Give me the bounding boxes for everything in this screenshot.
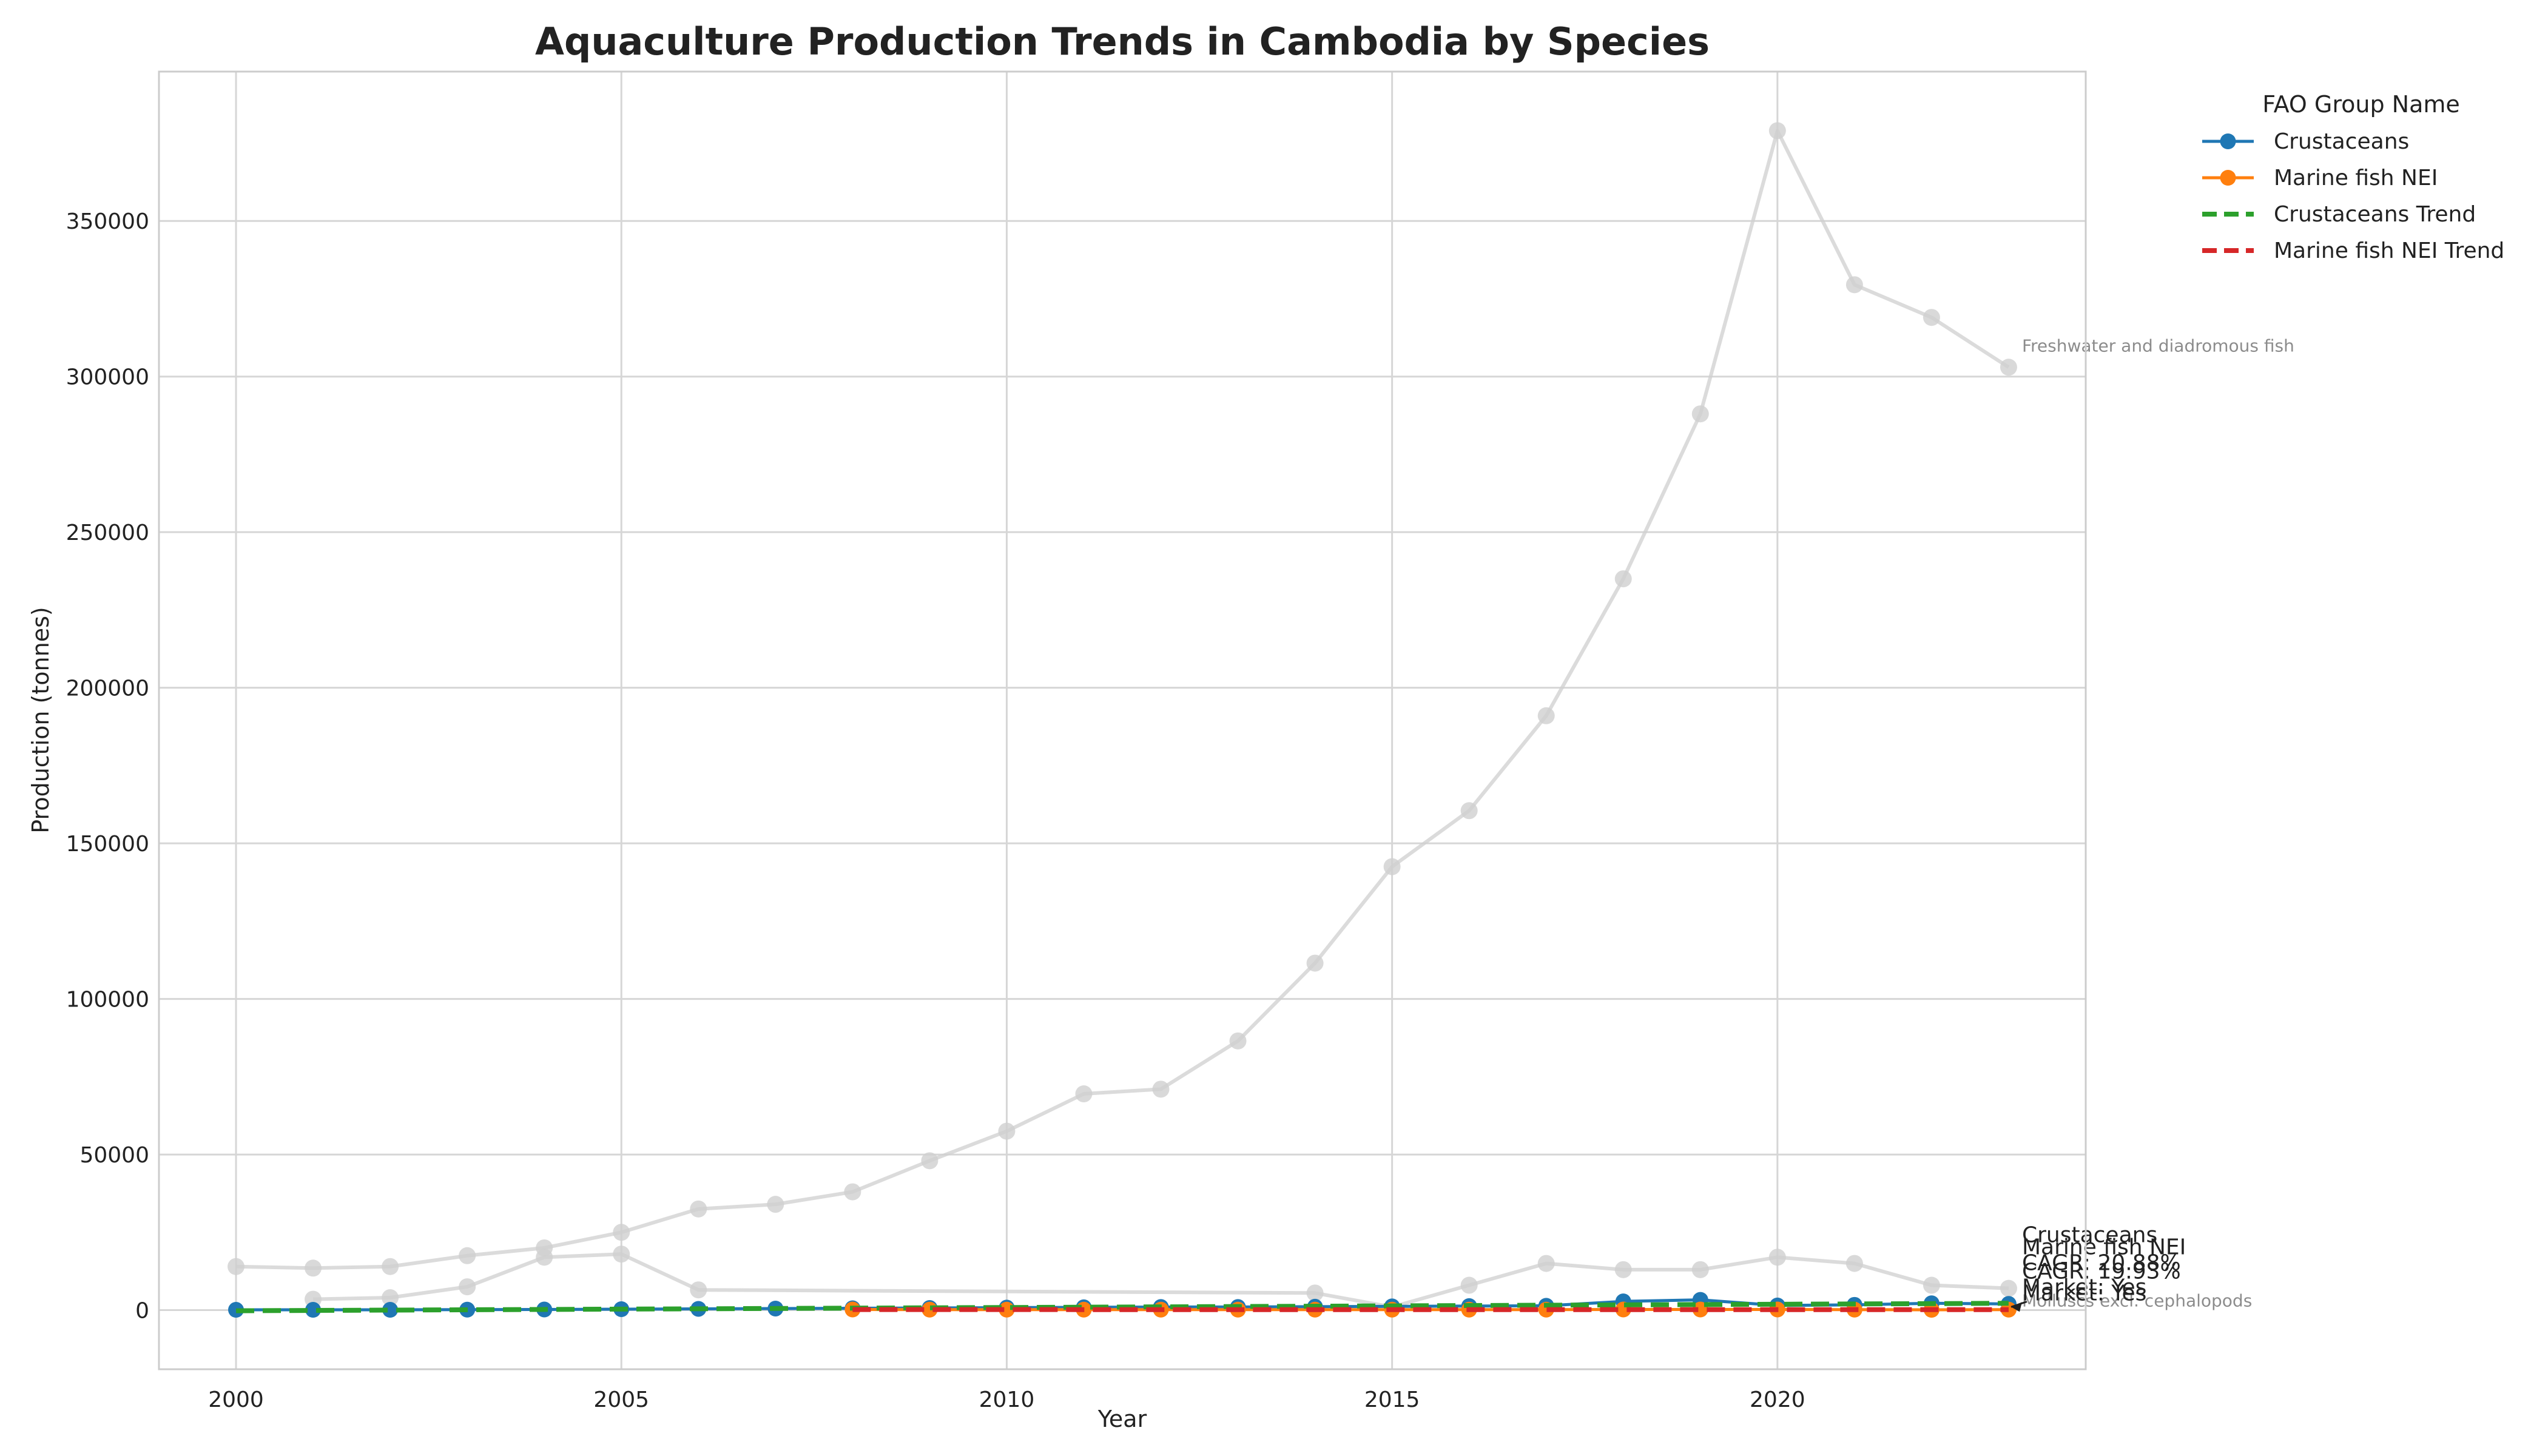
background-series-point	[1614, 570, 1632, 588]
background-series-point	[228, 1258, 245, 1275]
annotation-label: CAGR: 19.93%	[2022, 1259, 2181, 1284]
background-series-point	[1383, 858, 1401, 875]
y-tick-label: 200000	[66, 676, 149, 701]
series-layer	[228, 1292, 2017, 1318]
legend-title: FAO Group Name	[2262, 91, 2460, 118]
background-series-point	[1229, 1032, 1247, 1050]
annotation-label: Crustaceans	[2022, 1223, 2157, 1248]
background-series-point	[459, 1247, 476, 1264]
legend-marker	[2220, 133, 2236, 149]
background-series-point	[1537, 707, 1555, 724]
background-series-point	[613, 1245, 630, 1263]
background-series-point	[305, 1259, 322, 1277]
series-point	[382, 1302, 399, 1318]
trend-line	[236, 1301, 2009, 1313]
legend-label: Crustaceans	[2274, 129, 2409, 154]
x-tick-label: 2010	[979, 1387, 1035, 1412]
background-series-point	[1923, 309, 1940, 326]
background-series-line	[235, 129, 2010, 1270]
background-series-point	[1460, 1276, 1478, 1294]
background-series-point	[382, 1258, 399, 1275]
annotation-label: Market: Yes	[2022, 1281, 2146, 1306]
grid	[159, 72, 2086, 1369]
y-tick-label: 100000	[66, 988, 149, 1013]
y-tick-label: 250000	[66, 521, 149, 545]
y-tick-label: 50000	[79, 1143, 149, 1168]
background-series-point	[690, 1281, 707, 1299]
background-series-point	[921, 1152, 939, 1170]
background-series-point	[613, 1224, 630, 1241]
background-series-line	[313, 1252, 2009, 1309]
background-series-point	[844, 1183, 861, 1201]
background-series-point	[1691, 1261, 1709, 1278]
background-series-point	[690, 1200, 707, 1218]
chart-title: Aquaculture Production Trends in Cambodi…	[535, 19, 1710, 64]
background-series-label: Freshwater and diadromous fish	[2022, 335, 2294, 356]
background-series-point	[2000, 359, 2017, 376]
background-series-point	[382, 1289, 399, 1307]
background-series-point	[459, 1278, 476, 1296]
legend: FAO Group Name Crustaceans Marine fish NE…	[2202, 91, 2504, 263]
annotation-label: Marine fish NEI	[2022, 1235, 2186, 1260]
background-series-point	[767, 1196, 784, 1213]
x-tick-label: 2005	[593, 1387, 649, 1412]
series-point	[305, 1302, 322, 1318]
background-series-point	[1306, 1284, 1324, 1302]
background-series: Freshwater and diadromous fish Molluscs e…	[228, 122, 2294, 1316]
x-tick-label: 2020	[1750, 1387, 1805, 1412]
background-series-point	[1845, 276, 1863, 294]
legend-label: Marine fish NEI Trend	[2274, 238, 2504, 263]
legend-label: Marine fish NEI	[2274, 166, 2438, 190]
y-axis-ticks: 0 50000 100000 150000 200000 250000 300000 3500…	[66, 209, 149, 1323]
x-axis-ticks: 2000 2005 2010 2015 2020	[208, 1387, 1805, 1412]
background-series-label: Molluscs excl. cephalopods	[2022, 1291, 2252, 1311]
y-tick-label: 150000	[66, 832, 149, 857]
background-series-point	[1152, 1080, 1170, 1098]
background-series-point	[998, 1122, 1016, 1140]
x-axis-label: Year	[1097, 1406, 1147, 1432]
background-series-point	[1537, 1255, 1555, 1272]
background-series-point	[1075, 1085, 1093, 1103]
x-tick-label: 2000	[208, 1387, 264, 1412]
y-tick-label: 350000	[66, 209, 149, 234]
y-tick-label: 0	[135, 1299, 149, 1324]
background-series-point	[1691, 405, 1709, 423]
annotation-arrowhead	[2010, 1302, 2022, 1312]
legend-marker	[2220, 170, 2236, 186]
background-series-point	[1768, 1249, 1786, 1266]
legend-label: Crustaceans Trend	[2274, 202, 2476, 227]
background-series-point	[1614, 1261, 1632, 1278]
y-tick-label: 300000	[66, 365, 149, 390]
background-series-point	[1460, 802, 1478, 820]
y-axis-label: Production (tonnes)	[27, 607, 54, 833]
background-series-point	[2000, 1279, 2017, 1297]
legend-items: Crustaceans Marine fish NEI Crustaceans Tr…	[2202, 129, 2504, 263]
background-series-point	[1845, 1255, 1863, 1272]
background-series-point	[536, 1249, 553, 1266]
annotation-label: CAGR: 20.88%	[2022, 1251, 2181, 1276]
x-tick-label: 2015	[1364, 1387, 1420, 1412]
background-series-point	[1768, 122, 1786, 140]
background-series-point	[1923, 1276, 1940, 1294]
background-series-point	[1306, 954, 1324, 972]
annotation-label: Market: Yes	[2022, 1275, 2146, 1300]
plot-frame	[158, 70, 2087, 1370]
